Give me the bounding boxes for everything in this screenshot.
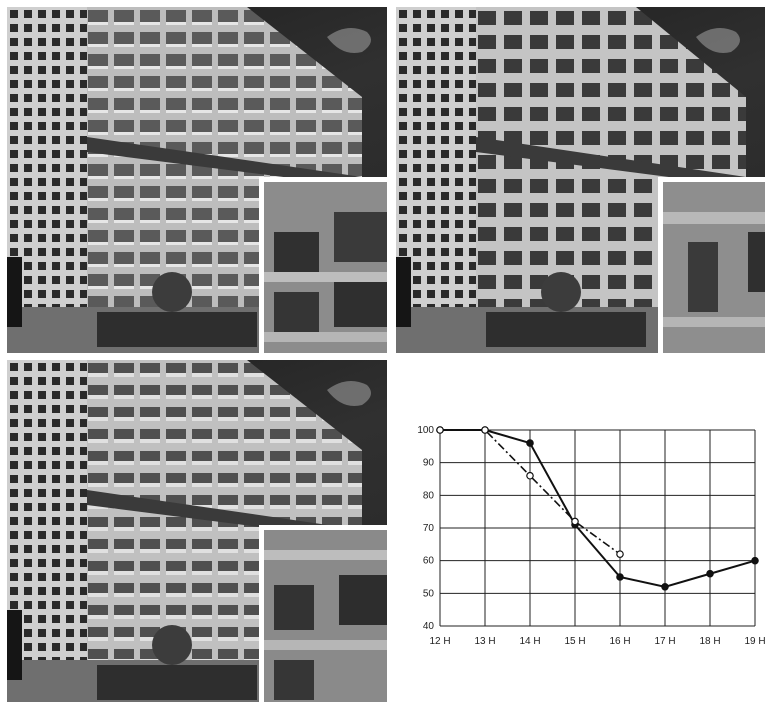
photo-facade-2	[396, 7, 765, 353]
series-line-1	[440, 429, 756, 588]
y-tick-label: 100	[417, 425, 434, 436]
building-drawing-2	[396, 7, 765, 353]
x-tick-label: 14 H	[519, 636, 540, 647]
x-tick-label: 17 H	[654, 636, 675, 647]
y-tick-label: 40	[423, 621, 435, 632]
photo-inset-1	[259, 177, 387, 353]
x-tick-label: 13 H	[474, 636, 495, 647]
series-1-point	[661, 583, 669, 591]
series-2-point	[481, 426, 489, 434]
x-tick-label: 18 H	[699, 636, 720, 647]
y-tick-label: 60	[423, 556, 435, 567]
x-tick-label: 16 H	[609, 636, 630, 647]
temperature-line-chart: 40 50 60 70 80 90 100 12 H 13 H 14 H 15 H 16 H 17 H 1…	[400, 405, 765, 702]
chart-svg: 40 50 60 70 80 90 100 12 H 13 H 14 H 15 H 16 H 17 H 1…	[417, 425, 765, 647]
photo-facade-3	[7, 360, 387, 702]
x-tick-label: 15 H	[564, 636, 585, 647]
y-tick-label: 90	[423, 458, 435, 469]
photo-inset-2	[658, 177, 765, 353]
photo-inset-3	[259, 525, 387, 702]
y-tick-label: 50	[423, 588, 435, 599]
series-1-point	[616, 573, 624, 581]
series-2-point	[616, 550, 624, 558]
y-tick-label: 70	[423, 523, 435, 534]
series-2-point	[436, 426, 444, 434]
series-1-point	[526, 439, 534, 447]
series-1-point	[751, 556, 759, 565]
series-1-point	[706, 569, 714, 578]
x-tick-label: 12 H	[429, 636, 450, 647]
series-2-point	[526, 471, 534, 480]
x-tick-label: 19 H	[744, 636, 765, 647]
series-2-point	[571, 517, 579, 526]
photo-facade-1	[7, 7, 387, 353]
y-tick-label: 80	[423, 490, 435, 501]
